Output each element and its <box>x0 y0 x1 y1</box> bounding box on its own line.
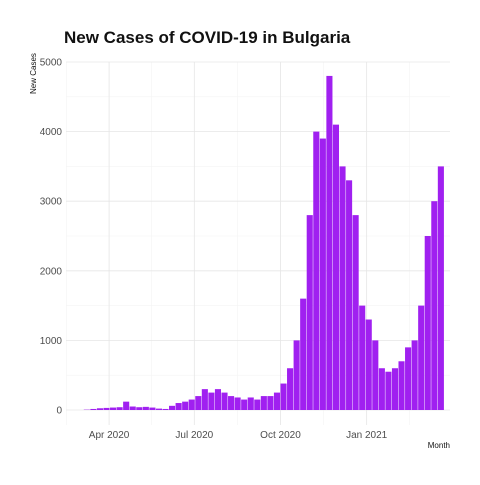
bar <box>280 384 286 410</box>
bar <box>97 408 103 410</box>
bar <box>169 406 175 410</box>
bar <box>117 407 123 410</box>
bar <box>405 347 411 410</box>
bar <box>254 400 260 410</box>
bar <box>287 368 293 410</box>
chart-title: New Cases of COVID-19 in Bulgaria <box>64 28 351 47</box>
bar <box>372 340 378 410</box>
y-tick-label: 4000 <box>40 127 63 138</box>
y-tick-label: 0 <box>56 406 62 417</box>
bar <box>221 393 227 410</box>
x-tick-label: Oct 2020 <box>260 430 301 441</box>
bar <box>398 361 404 410</box>
bar <box>208 393 214 410</box>
bar <box>267 396 273 410</box>
x-tick-label: Jul 2020 <box>175 430 213 441</box>
bar <box>300 299 306 410</box>
bar <box>326 76 332 410</box>
bar <box>294 340 300 410</box>
bar <box>339 166 345 410</box>
x-axis-ticks: Apr 2020 Jul 2020 Oct 2020 Jan 2021 <box>89 430 388 441</box>
bars <box>84 76 444 410</box>
bar <box>90 409 96 410</box>
bar <box>346 180 352 410</box>
bar <box>228 396 234 410</box>
bar <box>392 368 398 410</box>
bar <box>182 402 188 410</box>
bar <box>149 408 155 410</box>
bar <box>215 389 221 410</box>
bar <box>103 408 109 410</box>
bar <box>110 408 116 410</box>
bar <box>202 389 208 410</box>
bar <box>438 166 444 410</box>
y-tick-label: 5000 <box>40 58 63 69</box>
y-axis-ticks: 0 1000 2000 3000 4000 5000 <box>40 58 63 417</box>
y-tick-label: 1000 <box>40 336 63 347</box>
bar <box>261 396 267 410</box>
bar <box>195 396 201 410</box>
bar <box>366 320 372 410</box>
bar <box>431 201 437 410</box>
bar <box>333 125 339 410</box>
bar <box>130 407 136 410</box>
y-tick-label: 3000 <box>40 197 63 208</box>
y-tick-label: 2000 <box>40 266 63 277</box>
x-tick-label: Apr 2020 <box>89 430 130 441</box>
bar <box>359 306 365 410</box>
bar <box>418 306 424 410</box>
bar <box>353 215 359 410</box>
bar <box>248 397 254 410</box>
x-axis-label: Month <box>428 441 450 450</box>
x-tick-label: Jan 2021 <box>346 430 388 441</box>
bar <box>235 397 241 410</box>
bar <box>156 409 162 410</box>
bar <box>412 340 418 410</box>
bar <box>425 236 431 410</box>
bar <box>313 132 319 410</box>
bar <box>143 407 149 410</box>
bar <box>162 409 168 410</box>
y-axis-label: New Cases <box>29 53 38 94</box>
bar <box>136 407 142 410</box>
bar <box>123 402 129 410</box>
bar <box>176 403 182 410</box>
bar <box>274 393 280 410</box>
bar <box>241 400 247 410</box>
bar <box>189 400 195 410</box>
bar <box>379 368 385 410</box>
bar <box>385 372 391 410</box>
bar <box>320 139 326 410</box>
bar <box>307 215 313 410</box>
